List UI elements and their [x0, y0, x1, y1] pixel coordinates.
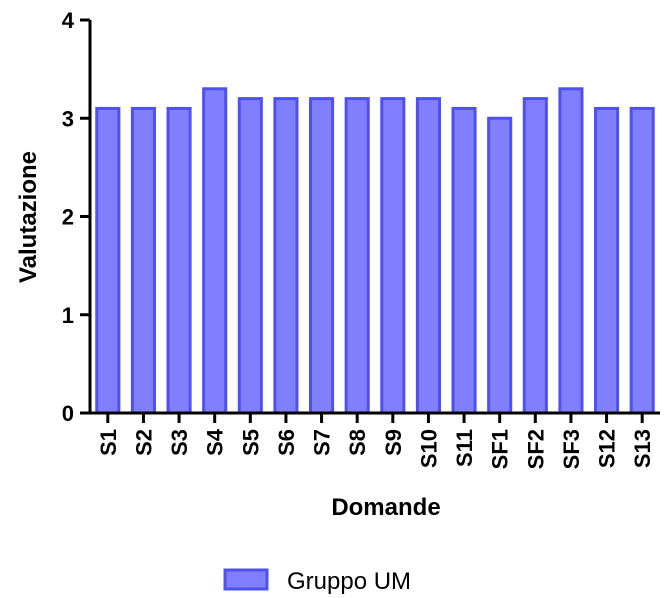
bar-s12 — [594, 106, 620, 415]
legend: Gruppo UM — [223, 568, 411, 595]
legend-swatch — [223, 568, 269, 591]
x-tick-label: S11 — [452, 429, 477, 467]
bar-s11 — [451, 106, 477, 415]
bar-s1 — [95, 106, 121, 415]
x-axis-title: Domande — [331, 494, 440, 521]
x-tick-label: S13 — [630, 429, 655, 468]
y-axis: 0 1 2 3 4 — [62, 8, 92, 426]
x-tick-label: SF1 — [488, 429, 513, 469]
x-tick-label: S8 — [345, 429, 370, 456]
x-tick-label: S6 — [274, 429, 299, 456]
x-tick-label: S12 — [595, 429, 620, 468]
x-tick-label: S5 — [238, 429, 263, 456]
bar-s5 — [237, 97, 263, 415]
x-tick-label: S9 — [381, 429, 406, 456]
y-tick-label: 1 — [62, 303, 74, 328]
x-tick-label: S3 — [167, 429, 192, 456]
bar-sf3 — [558, 87, 584, 415]
x-axis: S1 S2 S3 S4 S5 S6 S7 S8 S9 S10 S11 SF1 SF2 SF3 S12 S13 — [88, 411, 660, 469]
bar-s2 — [130, 106, 156, 415]
y-tick-label: 3 — [62, 106, 74, 131]
x-tick-label: S7 — [310, 429, 335, 456]
y-axis-title: Valutazione — [15, 151, 42, 283]
bars — [95, 87, 655, 415]
legend-label: Gruppo UM — [287, 568, 411, 595]
bar-s8 — [344, 97, 370, 415]
y-tick-label: 4 — [62, 8, 75, 33]
bar-s3 — [166, 106, 192, 415]
bar-s10 — [415, 97, 441, 415]
bar-s13 — [629, 106, 655, 415]
x-tick-label: SF2 — [523, 429, 548, 469]
x-tick-label: SF3 — [559, 429, 584, 469]
bar-s7 — [309, 97, 335, 415]
y-tick-label: 2 — [62, 205, 74, 230]
y-tick-label: 0 — [62, 401, 74, 426]
bar-s9 — [380, 97, 406, 415]
x-tick-label: S10 — [416, 429, 441, 468]
bar-sf1 — [487, 116, 513, 415]
x-tick-label: S2 — [131, 429, 156, 456]
x-tick-label: S4 — [203, 428, 228, 456]
bar-s4 — [202, 87, 228, 415]
bar-sf2 — [522, 97, 548, 415]
bar-s6 — [273, 97, 299, 415]
x-tick-label: S1 — [96, 429, 121, 456]
